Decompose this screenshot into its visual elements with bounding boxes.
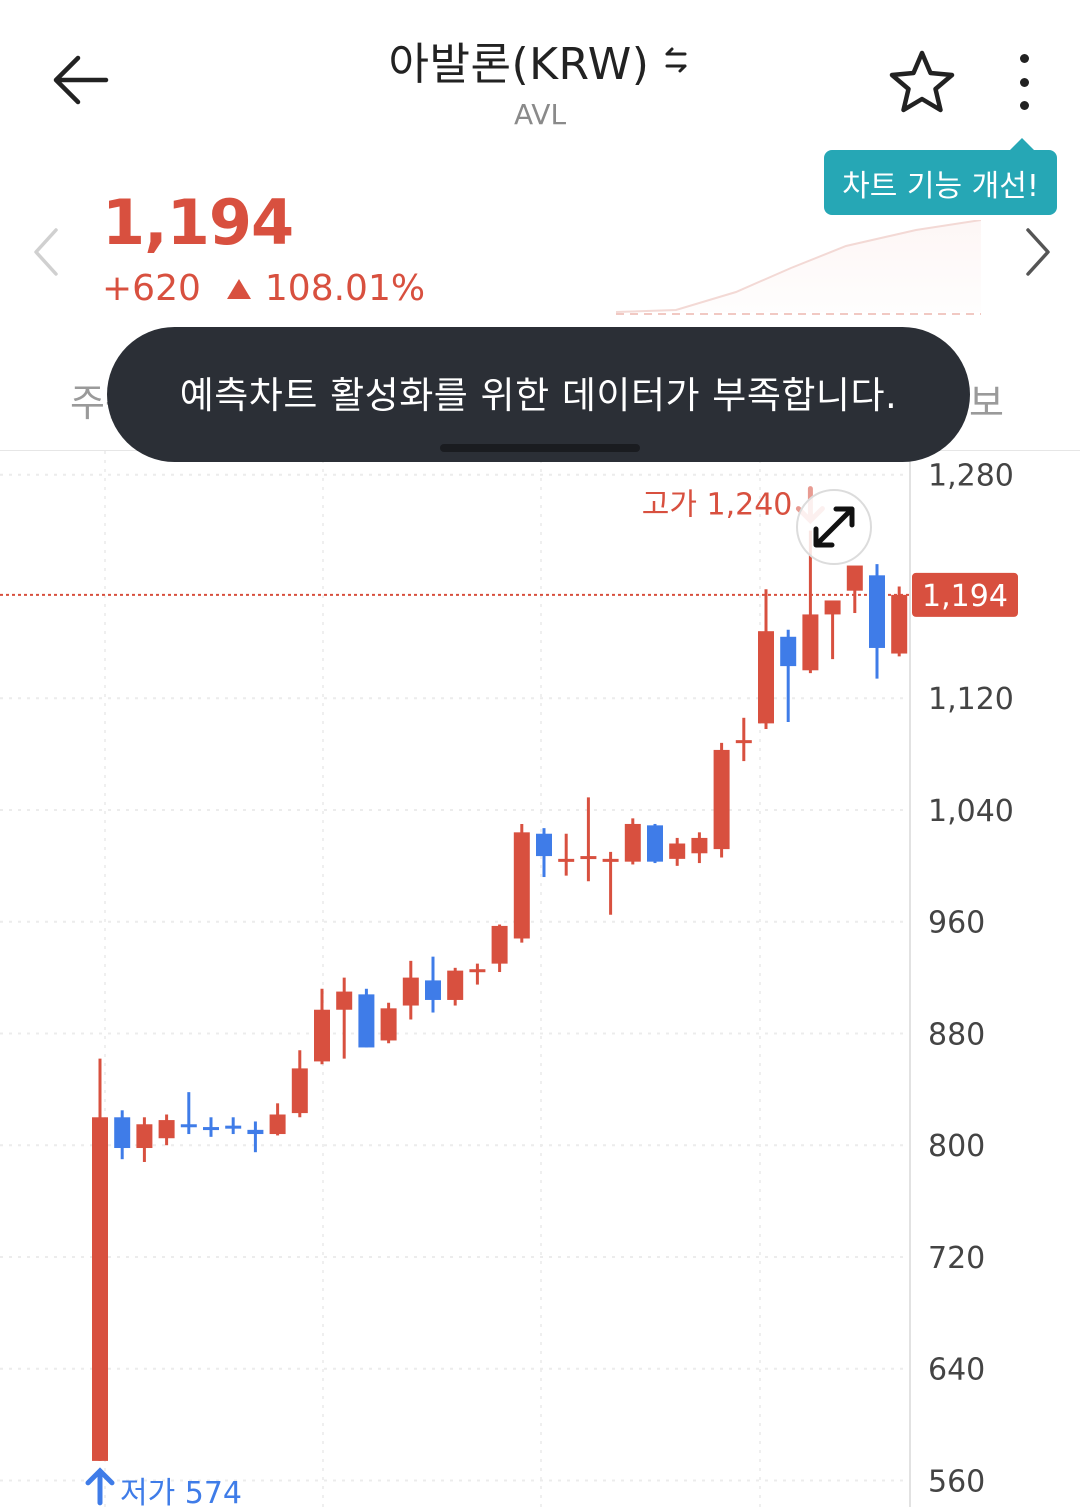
candle-body bbox=[802, 614, 819, 671]
candle-body bbox=[158, 1120, 175, 1139]
candle-body bbox=[402, 977, 419, 1006]
chevron-right-icon[interactable] bbox=[1018, 222, 1058, 282]
chevron-left-icon[interactable] bbox=[26, 222, 66, 282]
candle-body bbox=[314, 1009, 330, 1062]
current-price-label: 1,194 bbox=[922, 579, 1008, 614]
candle-body bbox=[669, 843, 686, 859]
candle-body bbox=[358, 994, 375, 1048]
toast-message: 예측차트 활성화를 위한 데이터가 부족합니다. bbox=[107, 327, 970, 462]
candle-body bbox=[469, 969, 486, 973]
candle-body bbox=[536, 833, 552, 857]
change-amount: +620 bbox=[102, 268, 201, 309]
candle-body bbox=[269, 1114, 286, 1135]
candle-body bbox=[758, 631, 774, 724]
candle-body bbox=[691, 837, 708, 854]
candle-body bbox=[824, 600, 841, 615]
current-price-badge bbox=[912, 572, 1018, 617]
chart-feature-tooltip[interactable]: 차트 기능 개선! bbox=[824, 138, 1057, 215]
y-tick-label: 720 bbox=[928, 1241, 985, 1276]
mini-sparkline bbox=[616, 220, 981, 315]
candle-body bbox=[713, 749, 730, 850]
candle-body bbox=[647, 825, 663, 862]
candle-body bbox=[114, 1117, 131, 1149]
candle-body bbox=[336, 991, 353, 1010]
y-tick-label: 880 bbox=[928, 1017, 985, 1052]
back-button[interactable] bbox=[40, 40, 120, 120]
price-change: +620 108.01% bbox=[102, 268, 425, 309]
candle-body bbox=[513, 832, 530, 939]
more-vertical-icon[interactable] bbox=[1004, 46, 1044, 118]
candle-body bbox=[447, 970, 464, 1000]
candlestick-chart[interactable]: 1,280 1,120 1,040 960 880 800 720 640 560 1,194 고가… bbox=[0, 451, 1080, 1507]
candle-body bbox=[780, 636, 797, 667]
candle-body bbox=[846, 565, 863, 591]
swap-icon[interactable] bbox=[661, 45, 691, 75]
price-summary: 1,194 +620 108.01% bbox=[0, 160, 1080, 330]
candle-body bbox=[580, 856, 597, 860]
y-tick-label: 800 bbox=[928, 1129, 985, 1164]
star-outline-icon[interactable] bbox=[886, 46, 958, 118]
candle-body bbox=[203, 1127, 219, 1131]
arrow-left-icon bbox=[53, 55, 109, 105]
y-tick-label: 960 bbox=[928, 906, 985, 941]
page-title: 아발론(KRW) bbox=[388, 39, 650, 90]
triangle-up-icon bbox=[226, 278, 251, 299]
candle-body bbox=[624, 823, 641, 862]
y-tick-label: 1,120 bbox=[928, 682, 1014, 717]
y-tick-label: 640 bbox=[928, 1353, 985, 1388]
title-block: 아발론(KRW) AVL bbox=[300, 28, 780, 131]
app-header: 아발론(KRW) AVL bbox=[0, 0, 1080, 150]
candle-body bbox=[92, 1117, 108, 1461]
candle-body bbox=[425, 980, 441, 1000]
y-tick-label: 560 bbox=[928, 1464, 985, 1499]
current-price: 1,194 bbox=[102, 186, 294, 259]
high-price-label: 고가 1,240 bbox=[642, 488, 793, 523]
candle-body bbox=[869, 575, 885, 648]
y-tick-label: 1,280 bbox=[928, 459, 1014, 494]
tooltip-text: 차트 기능 개선! bbox=[842, 168, 1039, 204]
candle-body bbox=[491, 925, 508, 964]
y-tick-label: 1,040 bbox=[928, 794, 1014, 829]
toast-handle bbox=[440, 444, 640, 452]
expand-icon bbox=[813, 506, 855, 548]
low-price-label: 저가 574 bbox=[120, 1476, 242, 1507]
candle-body bbox=[891, 594, 908, 654]
candle-body bbox=[735, 740, 752, 744]
toast-text: 예측차트 활성화를 위한 데이터가 부족합니다. bbox=[179, 373, 898, 417]
ticker-symbol: AVL bbox=[513, 98, 567, 131]
candle-body bbox=[380, 1008, 397, 1041]
candle-body bbox=[291, 1068, 308, 1114]
candle-body bbox=[136, 1124, 153, 1149]
change-rate: 108.01% bbox=[264, 268, 426, 309]
candle-body bbox=[602, 858, 619, 862]
arrow-up-icon bbox=[85, 1467, 115, 1506]
candle-body bbox=[180, 1124, 197, 1128]
candle-body bbox=[558, 858, 575, 862]
candle-body bbox=[247, 1129, 264, 1135]
candle-body bbox=[225, 1125, 242, 1129]
